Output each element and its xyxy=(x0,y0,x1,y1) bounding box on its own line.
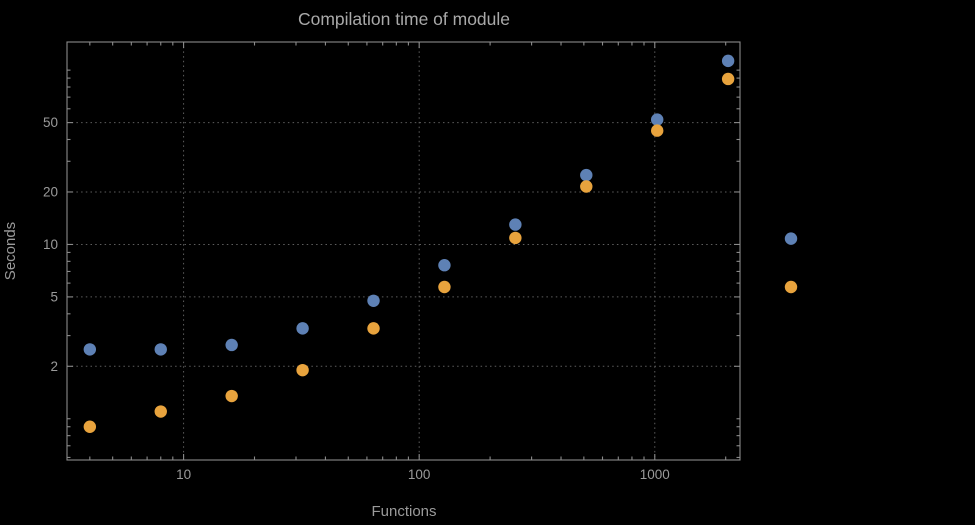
data-points xyxy=(83,54,735,433)
series-orange-point xyxy=(721,72,735,86)
series-orange-point xyxy=(438,280,451,294)
y-tick-label: 10 xyxy=(43,237,58,252)
series-blue-point xyxy=(509,218,522,231)
series-blue-point xyxy=(83,343,97,356)
series-blue-point xyxy=(296,322,309,335)
series-blue-point xyxy=(367,294,380,308)
x-axis-label: Functions xyxy=(371,503,436,520)
plot-frame xyxy=(66,41,741,461)
series-orange-point xyxy=(651,124,664,137)
series-orange-point xyxy=(509,231,522,245)
legend-marker-series-blue xyxy=(784,232,798,245)
series-blue-point xyxy=(580,168,593,182)
series-orange-point xyxy=(296,363,309,377)
series-blue-point xyxy=(225,338,238,352)
x-tick-label: 100 xyxy=(408,467,431,482)
legend-marker-series-orange xyxy=(784,280,798,294)
series-blue-point xyxy=(438,259,451,272)
series-blue-point xyxy=(154,343,167,356)
series-orange-point xyxy=(367,322,380,335)
series-orange-point xyxy=(154,405,167,418)
series-blue-point xyxy=(721,54,735,68)
y-tick-label: 5 xyxy=(50,289,58,304)
series-orange-point xyxy=(225,389,238,403)
y-tick-label: 20 xyxy=(43,184,58,199)
legend-markers xyxy=(784,232,798,294)
y-tick-label: 50 xyxy=(43,115,58,130)
grid-lines xyxy=(67,42,740,460)
series-orange-point xyxy=(83,420,97,433)
series-blue-point xyxy=(651,113,664,126)
y-tick-label: 2 xyxy=(50,359,58,374)
tick-labels: 10 100 1000 2 5 10 20 50 xyxy=(43,115,670,482)
chart-title: Compilation time of module xyxy=(298,9,510,29)
y-axis-label: Seconds xyxy=(2,222,19,280)
series-orange-point xyxy=(580,180,593,193)
x-tick-label: 1000 xyxy=(640,467,670,482)
axis-ticks xyxy=(67,42,740,460)
x-tick-label: 10 xyxy=(176,467,191,482)
